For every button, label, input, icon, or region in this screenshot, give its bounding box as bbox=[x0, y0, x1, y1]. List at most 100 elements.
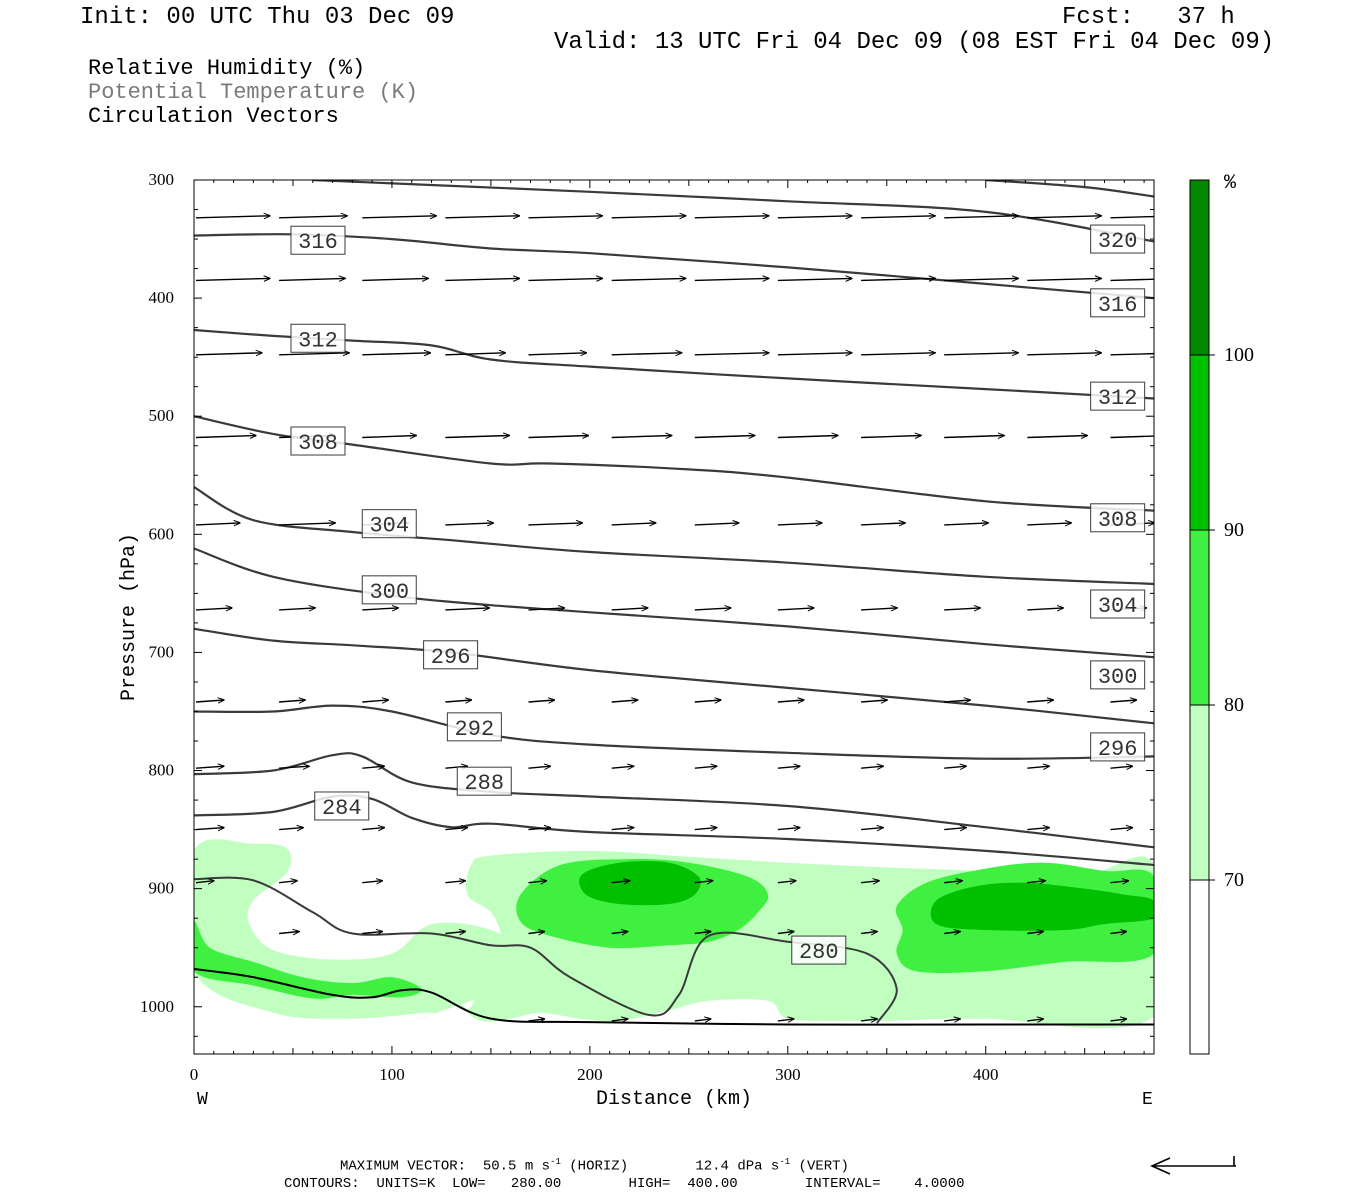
colorbar-tick-label: 80 bbox=[1224, 694, 1244, 716]
circulation-vector bbox=[777, 216, 852, 218]
circulation-vector bbox=[362, 216, 436, 218]
circulation-vector bbox=[528, 216, 603, 218]
circulation-vector bbox=[944, 828, 966, 830]
circulation-vector bbox=[861, 828, 883, 830]
circulation-vector bbox=[1027, 828, 1049, 830]
circulation-vector bbox=[944, 278, 1018, 280]
theta-contour-296 bbox=[194, 627, 1154, 725]
circulation-vector bbox=[445, 216, 519, 218]
theta-label-box bbox=[1090, 660, 1146, 690]
theta-label-box bbox=[1090, 732, 1146, 762]
circulation-vector bbox=[528, 932, 545, 934]
theta-label-box bbox=[361, 509, 417, 539]
circulation-vector bbox=[362, 353, 430, 355]
circulation-vector bbox=[528, 766, 551, 768]
circulation-vector bbox=[362, 700, 388, 702]
theta-label: 304 bbox=[1098, 594, 1138, 619]
circulation-vector bbox=[1110, 215, 1154, 219]
circulation-vector bbox=[528, 1019, 545, 1021]
circulation-vector bbox=[1110, 278, 1154, 282]
circulation-vector bbox=[777, 1019, 794, 1021]
theta-label-box bbox=[791, 935, 847, 965]
circulation-vector bbox=[1027, 766, 1049, 768]
theta-contour-320 bbox=[312, 180, 1154, 243]
colorbar-segment bbox=[1190, 530, 1209, 705]
circulation-vector bbox=[1110, 700, 1137, 702]
circulation-vector bbox=[195, 828, 224, 830]
axes-layer: 300 400 500 600 700 800 900 1000 0 100 200 300 400 bbox=[140, 170, 1154, 1084]
circulation-vector bbox=[445, 828, 467, 830]
circulation-vector bbox=[195, 278, 270, 280]
theta-label: 300 bbox=[369, 580, 409, 605]
circulation-vector bbox=[1027, 700, 1053, 702]
x-tick-label: 100 bbox=[379, 1065, 405, 1084]
theta-label-box bbox=[290, 323, 346, 353]
theta-label-box bbox=[361, 575, 417, 605]
field-relative-humidity: Relative Humidity (%) bbox=[88, 56, 366, 81]
circulation-vector bbox=[1027, 1019, 1043, 1021]
circulation-vector bbox=[195, 881, 214, 883]
circulation-vector bbox=[611, 523, 656, 525]
circulation-vector bbox=[611, 700, 638, 702]
circulation-vector bbox=[445, 608, 489, 610]
circulation-vector bbox=[777, 881, 796, 883]
y-tick-label: 600 bbox=[149, 524, 175, 543]
circulation-vector bbox=[777, 523, 822, 525]
circulation-vector bbox=[279, 523, 335, 525]
colorbar-tick-label: 100 bbox=[1224, 344, 1254, 366]
circulation-vector bbox=[861, 766, 883, 768]
theta-label-box bbox=[1090, 381, 1146, 411]
circulation-vector bbox=[279, 278, 345, 280]
theta-label: 296 bbox=[431, 645, 471, 670]
theta-label: 300 bbox=[1098, 665, 1138, 690]
theta-label: 296 bbox=[1098, 737, 1138, 762]
theta-contour-288 bbox=[194, 752, 1154, 849]
circulation-vector bbox=[611, 353, 682, 355]
circulation-vector bbox=[861, 932, 877, 934]
theta-label: 316 bbox=[298, 230, 338, 255]
theta-label-box bbox=[423, 640, 479, 670]
circulation-vector bbox=[362, 436, 416, 438]
circulation-vector bbox=[1027, 608, 1063, 610]
circulation-vector bbox=[861, 278, 935, 280]
circulation-vector bbox=[528, 608, 565, 610]
circulation-vector bbox=[445, 700, 471, 702]
colorbar-segment bbox=[1190, 355, 1209, 530]
circulation-vector bbox=[528, 881, 547, 883]
circulation-vector bbox=[1110, 766, 1133, 768]
circulation-vector bbox=[362, 766, 384, 768]
y-axis-title: Pressure (hPa) bbox=[118, 533, 141, 701]
circulation-vector bbox=[445, 523, 493, 525]
circulation-vector bbox=[694, 436, 755, 438]
colorbar-tick-label: 90 bbox=[1224, 519, 1244, 541]
max-horiz-value: 50.5 m s bbox=[482, 1158, 551, 1175]
circulation-vector bbox=[445, 353, 505, 355]
circulation-vector bbox=[1110, 352, 1154, 356]
circulation-vector bbox=[861, 523, 905, 525]
y-tick-label: 700 bbox=[149, 642, 175, 661]
colorbar-unit: % bbox=[1224, 172, 1237, 195]
theta-label: 304 bbox=[369, 514, 409, 539]
circulation-vector bbox=[777, 608, 814, 610]
theta-label-box bbox=[1090, 503, 1146, 533]
init-time: Init: 00 UTC Thu 03 Dec 09 bbox=[80, 4, 455, 31]
y-tick-label: 300 bbox=[149, 170, 175, 189]
circulation-vector bbox=[611, 881, 630, 883]
circulation-vector bbox=[279, 608, 315, 610]
circulation-vector bbox=[694, 700, 721, 702]
circulation-vector bbox=[944, 353, 1018, 355]
x-end-label-east: E bbox=[1142, 1090, 1153, 1110]
theta-label: 308 bbox=[298, 431, 338, 456]
theta-contour-300 bbox=[194, 547, 1154, 659]
circulation-vector bbox=[528, 353, 587, 355]
x-tick-label: 400 bbox=[973, 1065, 999, 1084]
theta-label-box bbox=[314, 791, 370, 821]
circulation-vector bbox=[445, 436, 509, 438]
theta-label-box bbox=[456, 766, 512, 796]
theta-label-box bbox=[290, 426, 346, 456]
circulation-vector bbox=[777, 828, 800, 830]
valid-time: Valid: 13 UTC Fri 04 Dec 09 (08 EST Fri … bbox=[554, 29, 1275, 56]
circulation-vector bbox=[279, 353, 349, 355]
circulation-vector bbox=[944, 436, 1004, 438]
horiz-unit-exp: -1 bbox=[550, 1157, 561, 1167]
